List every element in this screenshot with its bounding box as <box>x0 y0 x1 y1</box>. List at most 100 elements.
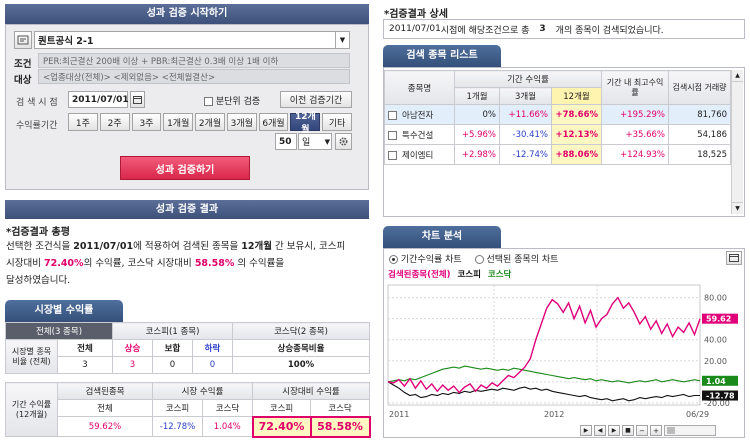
period-button[interactable]: 3개월 <box>226 113 257 131</box>
chart-zoom-slider[interactable] <box>664 425 716 436</box>
group-header-stocks: 검색된종목 <box>57 382 153 400</box>
period-button[interactable]: 2주 <box>99 113 130 131</box>
stock-name-cell: 아남전자 <box>384 104 455 125</box>
formula-icon <box>17 35 29 45</box>
calendar-button[interactable] <box>130 91 145 108</box>
summary-part: 시장대비 <box>6 258 44 269</box>
y-tick-label: -20.00 <box>704 399 730 408</box>
chart-zoom-out-icon[interactable]: − <box>636 425 648 436</box>
row-checkbox[interactable] <box>388 150 397 160</box>
chart-first-icon[interactable]: ◀ <box>594 425 606 436</box>
chart-zoom-in-icon[interactable]: + <box>650 425 662 436</box>
chart-tab[interactable]: 차트 분석 <box>383 226 501 248</box>
table-row[interactable]: 특수건설 +5.96% -30.41% +12.13% +35.66% 54,186 <box>384 124 732 145</box>
stock-name-cell: 특수건설 <box>384 124 455 145</box>
days-input[interactable]: 50 <box>275 133 297 150</box>
scroll-up-icon[interactable]: ▲ <box>732 70 743 82</box>
period-button[interactable]: 2개월 <box>195 113 225 131</box>
sub-header-kospi: 코스피 <box>152 399 203 417</box>
date-input[interactable]: 2011/07/01 <box>68 91 129 108</box>
legend-stocks: 검색된종목(전체) <box>388 270 451 280</box>
col-3m-header: 3개월 <box>499 87 552 105</box>
prev-period-button[interactable]: 이전 검증기간 <box>280 91 352 108</box>
period-button[interactable]: 6개월 <box>258 113 289 131</box>
days-unit-value: 일 <box>302 138 311 148</box>
chevron-down-icon[interactable]: ▼ <box>324 138 330 146</box>
period-table: 기간 수익률 (12개월) 검색된종목 시장 수익률 시장대비 수익률 전체 코… <box>5 382 371 438</box>
period-value-rel-kosdaq: 58.58% <box>309 415 371 438</box>
summary-part: 의 수익률을 <box>234 258 285 269</box>
start-panel-header: 성과 검증 시작하기 <box>5 4 369 24</box>
market-table: 전체(3 종목) 코스피(1 종목) 코스닥(2 종목) 시장별 종목비율 (전… <box>5 322 370 374</box>
formula-icon-button[interactable] <box>14 31 32 49</box>
ratio-row-label: 시장별 종목비율 (전체) <box>5 339 58 374</box>
chart-play-icon[interactable]: ▶ <box>580 425 592 436</box>
settings-button[interactable] <box>335 133 352 150</box>
series-line-kosdaq <box>387 365 701 384</box>
run-button[interactable]: 성과 검증하기 <box>120 156 250 180</box>
max-return-cell: +195.29% <box>601 104 670 125</box>
market-return-tab[interactable]: 시장별 수익률 <box>5 300 123 322</box>
return-chart: 80.0060.0040.0020.000.00-20.002011201206… <box>387 284 738 419</box>
chart-toolbar: ▶ ◀ ▶ ■ − + <box>580 425 716 437</box>
period-value-stocks: 59.62% <box>57 416 153 437</box>
period-button[interactable]: 12개월 <box>290 112 321 135</box>
y-tick-label: 40.00 <box>704 336 727 345</box>
chart-expand-button[interactable] <box>726 251 742 265</box>
chart-next-icon[interactable]: ▶ <box>608 425 620 436</box>
stock-list-scrollbar[interactable]: ▲ ▼ <box>731 70 743 214</box>
x-tick-label: 2011 <box>389 410 409 419</box>
market-tab-kosdaq[interactable]: 코스닥(2 종목) <box>232 322 370 340</box>
stock-list-tab[interactable]: 검색 종목 리스트 <box>383 45 501 67</box>
row-checkbox[interactable] <box>388 130 397 140</box>
return-12m-cell: +78.66% <box>550 104 603 125</box>
summary-kosdaq-pct: 58.58% <box>194 258 235 269</box>
stock-name-cell: 제이엠티 <box>384 144 455 165</box>
end-label-stocks: 59.62 <box>706 315 731 324</box>
chart-mode-radios: 기간수익률 차트 선택된 종목의 차트 <box>389 252 558 265</box>
chart-stop-icon[interactable]: ■ <box>622 425 634 436</box>
summary-date: 2011/07/01 <box>73 241 134 252</box>
table-row[interactable]: 아남전자 0% +11.66% +78.66% +195.29% 81,760 <box>384 104 732 125</box>
y-tick-label: 80.00 <box>704 294 727 303</box>
detail-info-count: 3 <box>539 24 546 34</box>
row-checkbox[interactable] <box>388 110 397 120</box>
market-tab-all[interactable]: 전체(3 종목) <box>5 322 113 340</box>
max-return-cell: +35.66% <box>601 124 670 145</box>
period-button[interactable]: 1개월 <box>163 113 194 131</box>
formula-select[interactable]: 퀀트공식 2-1 ▼ <box>34 31 350 49</box>
ratio-header-up-ratio: 상승종목비율 <box>232 339 370 357</box>
days-unit-select[interactable]: 일 ▼ <box>298 133 332 150</box>
radio-stock-chart[interactable] <box>474 255 484 264</box>
volume-cell: 54,186 <box>668 124 732 145</box>
detail-info-date: 2011/07/01 <box>389 24 441 34</box>
detail-title: *검증결과 상세 <box>384 9 448 20</box>
split-checkbox[interactable] <box>204 97 213 106</box>
max-return-cell: +124.93% <box>601 144 670 165</box>
col-vol-header: 검색시점 거래량 <box>668 70 732 105</box>
x-tick-label: 06/29 <box>686 410 709 419</box>
end-label-kospi: -12.78 <box>706 392 735 401</box>
split-checkbox-wrap[interactable]: 분단위 검증 <box>204 94 260 107</box>
summary-title: *검증결과 총평 <box>6 227 70 238</box>
period-button[interactable]: 1주 <box>68 113 98 131</box>
market-tab-kospi[interactable]: 코스피(1 종목) <box>112 322 233 340</box>
radio-stock-chart-label: 선택된 종목의 차트 <box>486 255 559 265</box>
chevron-down-icon[interactable]: ▼ <box>335 32 349 48</box>
period-button[interactable]: 3주 <box>131 113 162 131</box>
summary-part: 간 보유시, 코스피 <box>272 241 346 252</box>
return-1m-cell: +2.98% <box>454 144 500 165</box>
table-row[interactable]: 제이엠티 +2.98% -12.74% +88.06% +124.93% 18,525 <box>384 144 732 165</box>
summary-part: 의 수익률, 코스닥 시장대비 <box>83 258 195 269</box>
period-button[interactable]: 기타 <box>322 113 353 131</box>
return-3m-cell: -12.74% <box>499 144 552 165</box>
chart-zoom-slider-thumb[interactable] <box>667 427 675 434</box>
period-value-kospi: -12.78% <box>152 416 203 437</box>
detail-info-part: 개의 종목이 검색되었습니다. <box>555 25 664 36</box>
end-label-kosdaq: 1.04 <box>706 377 726 386</box>
scroll-down-icon[interactable]: ▼ <box>732 202 743 214</box>
return-3m-cell: -30.41% <box>499 124 552 145</box>
end-label-box <box>702 375 738 386</box>
col-max-header: 기간 내 최고수익률 <box>601 70 670 105</box>
radio-period-chart[interactable] <box>389 255 398 264</box>
